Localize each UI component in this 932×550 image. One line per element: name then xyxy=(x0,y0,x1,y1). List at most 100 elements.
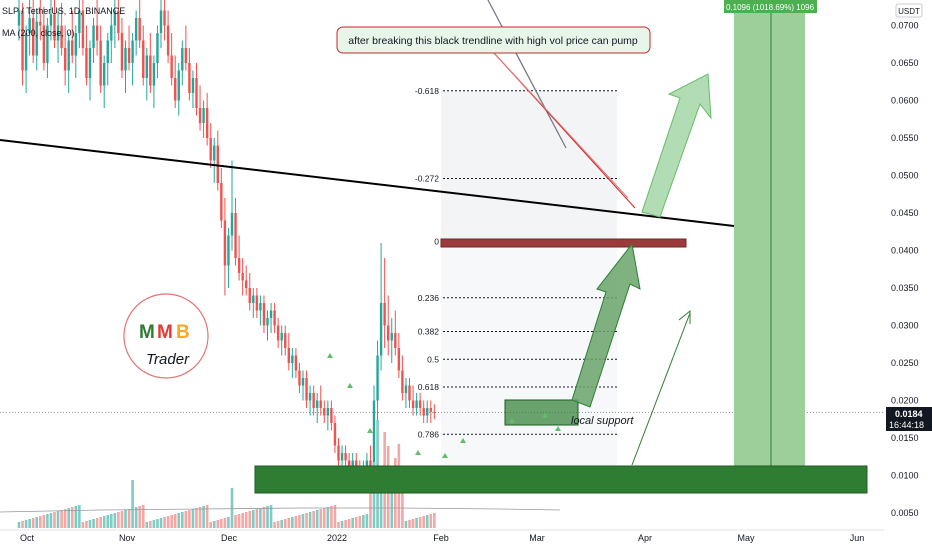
volume-bar xyxy=(81,522,85,528)
time-tick-label: Nov xyxy=(119,533,136,543)
candle-body xyxy=(323,408,326,416)
time-tick-label: May xyxy=(737,533,755,543)
candle-body xyxy=(401,370,404,393)
fib-level-label: 0.382 xyxy=(418,327,440,337)
candle-body xyxy=(351,460,354,468)
volume-bar xyxy=(163,517,166,528)
volume-bar xyxy=(74,506,78,528)
logo-caption: Trader xyxy=(146,351,190,368)
fib-level-label: 0.236 xyxy=(418,293,440,303)
time-tick-label: Feb xyxy=(433,533,449,543)
candle-body xyxy=(81,10,85,48)
target-label: 0.1096 (1018.69%) 1096 xyxy=(724,0,817,13)
volume-bar xyxy=(181,512,184,528)
signal-triangle xyxy=(442,453,448,458)
volume-bar xyxy=(408,520,411,528)
volume-bar xyxy=(255,509,259,528)
candle-body xyxy=(376,355,379,401)
candle-body xyxy=(95,25,99,41)
volume-bar xyxy=(24,520,28,528)
price-tick-label: 0.0350 xyxy=(891,283,919,293)
candle-body xyxy=(227,235,230,266)
candle-body xyxy=(433,411,436,413)
candle-body xyxy=(394,333,397,348)
volume-bar xyxy=(216,520,220,528)
volume-bar xyxy=(305,513,308,528)
volume-bar xyxy=(227,517,230,528)
volume-bar xyxy=(220,519,223,528)
volume-bar xyxy=(354,517,358,528)
volume-bar xyxy=(404,521,408,528)
volume-bar xyxy=(429,514,433,528)
candle-body xyxy=(415,400,418,408)
volume-bar xyxy=(276,521,280,528)
volume-bar xyxy=(209,522,212,528)
candle-body xyxy=(308,393,312,401)
currency-label: USDT xyxy=(898,7,920,16)
candle-body xyxy=(110,25,113,41)
volume-bar xyxy=(188,510,191,528)
volume-bar xyxy=(39,516,42,528)
fib-level-label: 0.5 xyxy=(427,354,439,364)
volume-bar xyxy=(102,516,106,528)
fib-zone xyxy=(441,90,617,242)
candle-body xyxy=(404,385,408,393)
callout-pointer xyxy=(493,52,629,199)
signal-triangle xyxy=(327,353,333,358)
volume-bar xyxy=(134,507,138,528)
candle-body xyxy=(316,400,319,408)
candle-body xyxy=(291,355,294,363)
ma-indicator-label: MA (200, close, 0) xyxy=(2,28,75,38)
volume-bar xyxy=(369,476,372,528)
candle-body xyxy=(163,10,166,26)
callout: after breaking this black trendline with… xyxy=(336,26,651,54)
candle-body xyxy=(220,183,223,221)
candle-body xyxy=(24,33,28,71)
bar-countdown: 16:44:18 xyxy=(889,420,924,430)
candle-body xyxy=(85,48,88,78)
candle-body xyxy=(280,333,283,341)
candle-body xyxy=(142,40,145,78)
candle-body xyxy=(365,460,369,468)
candle-body xyxy=(159,10,163,33)
candle-body xyxy=(397,348,401,371)
volume-bar xyxy=(170,515,173,528)
volume-bar xyxy=(88,520,92,528)
candle-body xyxy=(298,370,301,386)
time-tick-label: Dec xyxy=(221,533,238,543)
volume-bar xyxy=(248,511,252,528)
signal-triangle xyxy=(555,426,561,431)
candle-body xyxy=(418,400,422,408)
candle-body xyxy=(53,14,56,41)
volume-bar xyxy=(433,513,436,528)
candle-body xyxy=(74,33,77,56)
volume-bar xyxy=(21,521,24,528)
volume-bar xyxy=(70,507,74,528)
signal-triangle xyxy=(542,413,548,418)
arrow-to-target xyxy=(641,73,712,218)
candle-body xyxy=(408,385,411,401)
time-tick-label: Apr xyxy=(638,533,652,543)
time-axis[interactable]: Oct Nov Dec 2022 Feb Mar Apr May Jun xyxy=(0,529,884,543)
volume-bar xyxy=(42,515,46,528)
candle-body xyxy=(60,25,63,48)
price-tick-label: 0.0050 xyxy=(891,508,919,518)
volume-bar xyxy=(291,517,294,528)
candle-body xyxy=(131,40,134,63)
volume-bar xyxy=(347,519,351,528)
time-tick-label: Mar xyxy=(529,533,545,543)
volume-bar xyxy=(262,507,266,528)
price-axis[interactable]: USDT 0.0700 0.0650 0.0600 0.0550 0.0500 0.045… xyxy=(884,0,932,530)
candle-body xyxy=(337,445,340,461)
volume-bar xyxy=(63,509,67,528)
volume-bar xyxy=(280,520,283,528)
candle-body xyxy=(17,10,21,26)
gray-trendline xyxy=(487,0,567,149)
volume-bar xyxy=(49,513,53,528)
candle-body xyxy=(387,325,390,341)
target-zone xyxy=(734,0,805,468)
candle-body xyxy=(305,378,308,401)
candle-body xyxy=(326,408,330,416)
price-tick-label: 0.0400 xyxy=(891,246,919,256)
